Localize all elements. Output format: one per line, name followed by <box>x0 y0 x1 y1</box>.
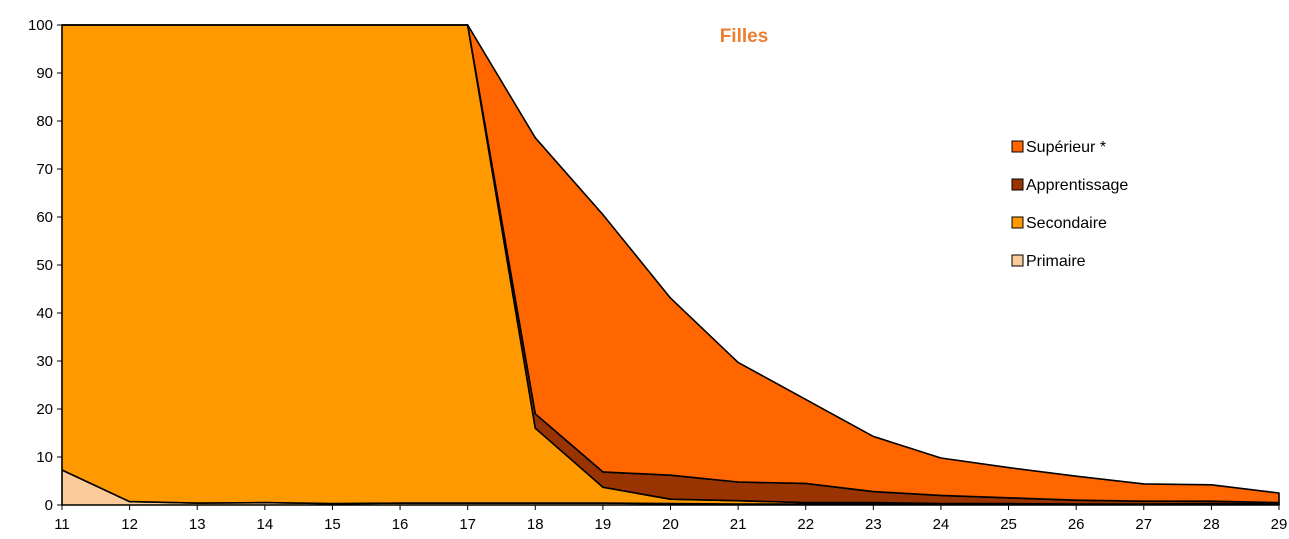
y-tick-label: 60 <box>36 209 53 226</box>
x-tick-label: 18 <box>527 516 544 533</box>
x-tick-label: 20 <box>662 516 679 533</box>
y-tick-label: 20 <box>36 401 53 418</box>
x-tick-label: 17 <box>459 516 476 533</box>
x-tick-label: 21 <box>730 516 747 533</box>
legend-label: Primaire <box>1026 253 1086 270</box>
x-tick-label: 12 <box>121 516 138 533</box>
y-tick-label: 80 <box>36 113 53 130</box>
y-tick-label: 100 <box>28 17 53 34</box>
x-tick-label: 27 <box>1135 516 1152 533</box>
legend-swatch <box>1011 216 1024 229</box>
x-tick-label: 11 <box>54 516 70 533</box>
x-tick-label: 19 <box>595 516 612 533</box>
x-tick-label: 14 <box>256 516 273 533</box>
legend-label: Apprentissage <box>1026 177 1128 194</box>
y-tick-label: 70 <box>36 161 53 178</box>
x-tick-label: 24 <box>933 516 950 533</box>
x-tick-label: 15 <box>324 516 341 533</box>
x-tick-label: 16 <box>392 516 409 533</box>
x-tick-label: 25 <box>1000 516 1017 533</box>
legend-label: Secondaire <box>1026 215 1107 232</box>
legend-swatch <box>1011 178 1024 191</box>
x-tick-label: 13 <box>189 516 206 533</box>
x-tick-label: 26 <box>1068 516 1085 533</box>
chart-legend: Supérieur * Apprentissage Secondaire Primai… <box>1011 139 1128 270</box>
x-tick-label: 23 <box>865 516 882 533</box>
chart-areas <box>61 24 1280 506</box>
y-tick-label: 10 <box>36 449 53 466</box>
y-tick-label: 30 <box>36 353 53 370</box>
y-tick-label: 0 <box>45 497 53 514</box>
legend-label: Supérieur * <box>1026 139 1106 156</box>
legend-swatch <box>1011 140 1024 153</box>
chart-axes: 0 10 20 30 40 50 60 70 80 90 100 11 12 13 14 15 16 17 18 19… <box>28 17 1287 533</box>
x-tick-label: 29 <box>1271 516 1288 533</box>
legend-swatch <box>1011 254 1024 267</box>
legend-item: Apprentissage <box>1011 177 1128 194</box>
y-tick-label: 40 <box>36 305 53 322</box>
chart-title: Filles <box>720 26 769 47</box>
y-tick-label: 50 <box>36 257 53 274</box>
x-tick-label: 28 <box>1203 516 1220 533</box>
legend-item: Supérieur * <box>1011 139 1106 156</box>
y-tick-label: 90 <box>36 65 53 82</box>
legend-item: Secondaire <box>1011 215 1107 232</box>
legend-item: Primaire <box>1011 253 1086 270</box>
x-tick-label: 22 <box>797 516 814 533</box>
area-sup-rieur <box>61 24 1280 504</box>
